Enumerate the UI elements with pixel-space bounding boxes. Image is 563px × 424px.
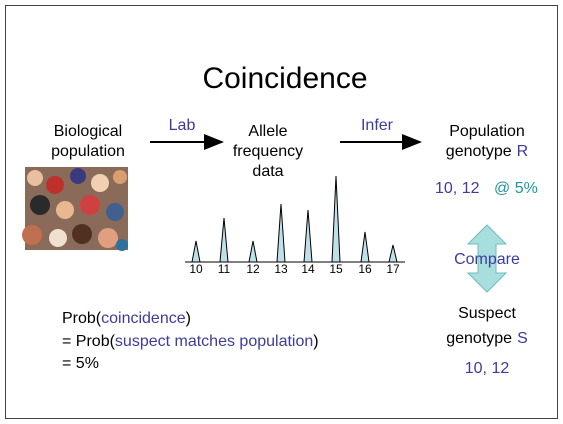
allele-label: 11: [218, 262, 231, 276]
target-genotype: 10, 12: [435, 180, 480, 197]
suspect-genotype: 10, 12: [465, 360, 510, 377]
formula-text: ): [186, 310, 191, 327]
edge-label: Lab: [169, 117, 196, 134]
formula-text: ): [313, 333, 318, 350]
target-symbol: R: [517, 143, 529, 160]
title: Coincidence: [202, 62, 367, 95]
formula-term: suspect matches population: [115, 333, 313, 350]
compare-label: Compare: [454, 251, 520, 268]
formula-line: = Prob(suspect matches population): [62, 333, 319, 350]
allele-label: 14: [301, 262, 315, 276]
source-label: population: [51, 143, 125, 160]
suspect-label: Suspect: [458, 305, 516, 322]
target-label: genotype R: [446, 143, 528, 160]
formula-line: Prob(coincidence): [62, 310, 191, 327]
allele-label: 16: [358, 262, 372, 276]
compare-arrow: [466, 224, 508, 293]
formula-text: = Prob(: [62, 333, 116, 350]
target-label: Population: [449, 123, 525, 140]
peaks: [185, 175, 405, 263]
target-frequency: @ 5%: [494, 180, 538, 197]
allele-label: 13: [274, 262, 288, 276]
allele-label: 10: [189, 262, 203, 276]
formula-line: = 5%: [62, 355, 99, 372]
suspect-label: genotype S: [446, 330, 528, 347]
source-label: Biological: [54, 123, 122, 140]
allele-label: 15: [329, 262, 343, 276]
formula-text: Prob(: [62, 310, 102, 327]
suspect-symbol: S: [517, 330, 528, 347]
allele-label: 12: [246, 262, 260, 276]
formula-term: coincidence: [101, 310, 186, 327]
middle-label: data: [252, 163, 283, 180]
middle-label: Allele: [248, 123, 287, 140]
suspect-label-text: genotype: [446, 330, 512, 347]
middle-label: frequency: [233, 143, 303, 160]
edge-label: Infer: [361, 117, 394, 134]
allele-label: 17: [386, 262, 400, 276]
crowd-photo: [22, 167, 128, 251]
target-label-text: genotype: [446, 143, 512, 160]
